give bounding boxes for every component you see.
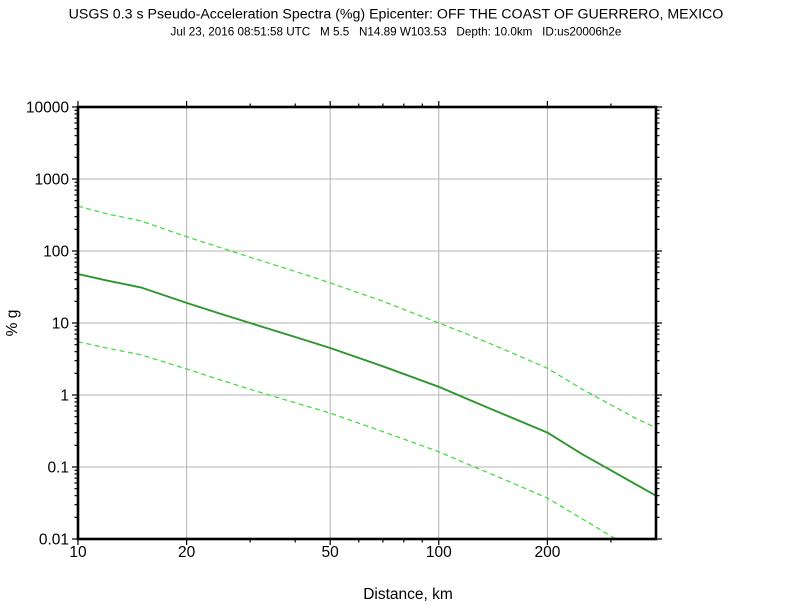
y-axis-title: % g [4, 310, 21, 337]
y-tick-label: 1 [60, 388, 69, 405]
x-tick-label: 100 [426, 544, 452, 561]
y-tick-label: 0.1 [47, 460, 69, 477]
tick-labels: 10 20 50 100 200 10000 1000 100 10 1 0.1 0.01 [26, 100, 561, 562]
x-tick-label: 50 [322, 544, 340, 561]
x-tick-label: 10 [69, 544, 87, 561]
y-tick-label: 0.01 [39, 532, 69, 549]
axis-ticks [72, 101, 662, 545]
plus-sigma-curve [78, 205, 656, 429]
y-tick-label: 10000 [26, 100, 69, 117]
chart-title: USGS 0.3 s Pseudo-Acceleration Spectra (… [69, 7, 724, 23]
y-tick-label: 1000 [35, 172, 70, 189]
y-tick-label: 100 [43, 244, 69, 261]
data-curves [78, 205, 656, 539]
median-curve [78, 273, 656, 497]
minus-sigma-curve [78, 341, 618, 539]
gridlines [78, 107, 656, 539]
x-axis-title: Distance, km [363, 586, 453, 603]
chart-subtitle: Jul 23, 2016 08:51:58 UTC M 5.5 N14.89 W… [171, 26, 622, 39]
x-tick-label: 20 [178, 544, 196, 561]
x-tick-label: 200 [534, 544, 560, 561]
y-tick-label: 10 [52, 316, 70, 333]
